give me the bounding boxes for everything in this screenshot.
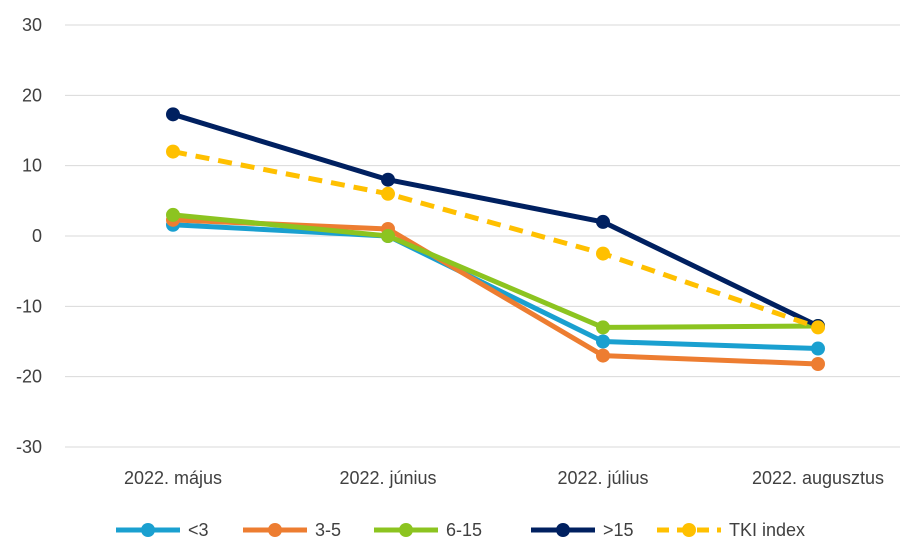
data-point — [381, 172, 395, 187]
legend-marker — [682, 523, 696, 537]
legend-item: TKI index — [657, 520, 805, 540]
gridlines — [65, 24, 900, 448]
y-tick-label: -20 — [16, 367, 42, 387]
legend-item: >15 — [531, 520, 634, 540]
data-point — [596, 214, 610, 229]
series-lines — [166, 107, 825, 372]
data-point — [811, 320, 825, 335]
data-point — [381, 186, 395, 201]
y-tick-label: 30 — [22, 15, 42, 35]
data-point — [381, 229, 395, 243]
legend-marker — [556, 523, 570, 537]
legend-label: >15 — [603, 520, 634, 540]
series-line — [170, 217, 821, 367]
data-point — [166, 107, 180, 122]
x-tick-label: 2022. július — [557, 468, 648, 488]
y-axis: -30 -20 -10 0 10 20 30 — [16, 15, 42, 457]
data-point — [811, 341, 825, 356]
x-tick-label: 2022. augusztus — [752, 468, 884, 488]
legend: <3 3-5 6-15 >15 TKI index — [116, 520, 805, 540]
legend-item: <3 — [116, 520, 209, 540]
y-tick-label: -10 — [16, 296, 42, 316]
data-point — [596, 320, 610, 335]
series--15 — [166, 107, 825, 334]
y-tick-label: -30 — [16, 437, 42, 457]
x-axis: 2022. május 2022. június 2022. július 2022.… — [124, 468, 884, 488]
legend-marker — [141, 523, 155, 537]
data-point — [596, 246, 610, 261]
legend-marker — [268, 523, 282, 537]
series-TKI-index — [166, 144, 825, 335]
legend-item: 6-15 — [374, 520, 482, 540]
data-point — [596, 348, 610, 363]
series-line — [170, 212, 821, 330]
series--3 — [166, 217, 825, 356]
y-tick-label: 0 — [32, 226, 42, 246]
legend-marker — [399, 523, 413, 537]
x-tick-label: 2022. május — [124, 468, 222, 488]
series-line — [172, 149, 819, 330]
data-point — [811, 357, 825, 372]
legend-label: 3-5 — [315, 520, 341, 540]
legend-label: TKI index — [729, 520, 805, 540]
x-tick-label: 2022. június — [339, 468, 436, 488]
y-tick-label: 20 — [22, 85, 42, 105]
series-line — [170, 222, 821, 352]
legend-item: 3-5 — [243, 520, 341, 540]
series-line — [170, 111, 821, 329]
data-point — [166, 207, 180, 222]
y-tick-label: 10 — [22, 156, 42, 176]
legend-label: <3 — [188, 520, 209, 540]
legend-label: 6-15 — [446, 520, 482, 540]
data-point — [166, 144, 180, 159]
data-point — [596, 334, 610, 349]
series-6-15 — [166, 207, 825, 335]
